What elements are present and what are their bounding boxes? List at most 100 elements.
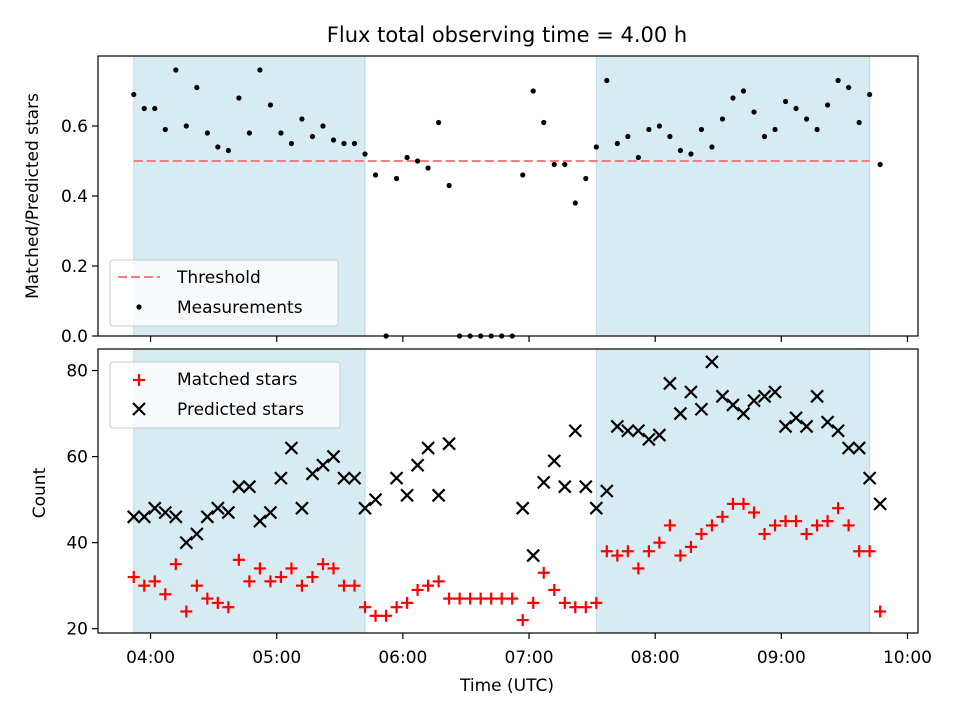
matched-stars-point	[537, 566, 550, 579]
measurement-point	[751, 109, 757, 115]
measurement-point	[446, 182, 452, 189]
y-tick-label: 40	[66, 534, 88, 554]
predicted-stars-point	[789, 411, 803, 425]
measurement-point	[656, 123, 662, 129]
legend-measurements-swatch	[136, 304, 142, 310]
matched-stars-point	[274, 571, 287, 584]
bottom-legend-box	[109, 361, 341, 429]
measurement-point	[625, 133, 631, 140]
measurement-point	[856, 119, 862, 126]
matched-stars-point	[243, 575, 256, 588]
measurement-point	[709, 144, 715, 150]
matched-stars-point	[527, 596, 540, 609]
predicted-stars-point	[810, 389, 824, 404]
matched-stars-point	[495, 592, 508, 605]
matched-stars-point	[874, 605, 887, 618]
predicted-stars-point	[736, 406, 751, 421]
matched-stars-point	[737, 497, 750, 510]
top-legend: Threshold Measurements	[109, 259, 339, 327]
measurement-point	[320, 123, 326, 129]
predicted-stars-point	[852, 441, 866, 455]
top-y-axis-label: Matched/Predicted stars	[23, 93, 43, 299]
predicted-stars-point	[600, 484, 614, 498]
bottom-y-axis-label: Count	[30, 467, 50, 518]
matched-stars-point	[180, 605, 193, 618]
matched-stars-point	[443, 592, 456, 605]
measurement-point	[867, 91, 873, 98]
matched-stars-point	[148, 575, 161, 588]
predicted-stars-point	[389, 471, 404, 485]
measurement-point	[530, 88, 536, 94]
measurement-point	[835, 77, 841, 84]
predicted-stars-point	[757, 389, 772, 404]
matched-stars-point	[590, 596, 603, 609]
predicted-stars-point	[126, 510, 141, 524]
predicted-stars-point	[274, 471, 288, 485]
measurement-point	[246, 130, 252, 136]
predicted-stars-point	[190, 527, 204, 541]
predicted-stars-point	[862, 471, 877, 485]
matched-stars-point	[705, 519, 718, 532]
matched-stars-point	[464, 592, 477, 605]
measurement-point	[436, 119, 442, 126]
measurement-point	[330, 137, 337, 143]
predicted-stars-point	[684, 385, 698, 399]
measurement-point	[614, 140, 620, 147]
matched-stars-point	[684, 540, 697, 553]
matched-stars-point	[569, 601, 582, 614]
predicted-stars-point	[536, 475, 551, 490]
matched-stars-point	[453, 592, 466, 605]
predicted-stars-point	[305, 467, 320, 481]
measurement-point	[677, 147, 684, 154]
measurement-point	[236, 95, 242, 101]
x-tick-label: 05:00	[252, 648, 301, 668]
measurement-point	[740, 88, 747, 94]
y-tick-label: 20	[66, 620, 88, 640]
legend-matched-label: Matched stars	[177, 370, 297, 390]
measurement-point	[351, 140, 358, 147]
matched-stars-point	[726, 497, 739, 510]
matched-stars-point	[821, 515, 834, 528]
predicted-stars-point	[579, 479, 593, 494]
measurement-point	[520, 172, 526, 178]
predicted-stars-point	[547, 454, 562, 468]
measurement-point	[393, 175, 400, 182]
bottom-plot-frame	[97, 348, 919, 634]
measurement-point	[646, 126, 652, 133]
measurement-point	[635, 154, 641, 161]
measurement-point	[688, 151, 694, 157]
measurement-point	[551, 161, 557, 168]
measurement-point	[572, 200, 578, 206]
predicted-stars-point	[421, 441, 435, 455]
legend-matched-swatch	[133, 374, 145, 386]
measurement-point	[414, 158, 421, 164]
predicted-stars-point	[873, 497, 887, 511]
matched-stars-point	[811, 519, 824, 532]
predicted-stars-point	[347, 471, 362, 485]
measurement-point	[719, 116, 726, 122]
matched-stars-point	[159, 588, 172, 601]
measurement-point	[562, 161, 568, 168]
matched-stars-point	[232, 553, 245, 566]
predicted-stars-point	[831, 423, 845, 438]
predicted-stars-point	[799, 419, 814, 434]
matched-stars-point	[800, 528, 813, 541]
matched-stars-point	[758, 528, 771, 541]
matched-stars-point	[169, 558, 182, 571]
top-legend-box	[109, 259, 339, 327]
matched-stars-point	[695, 528, 708, 541]
matched-stars-point	[632, 562, 645, 575]
predicted-stars-point	[673, 406, 688, 421]
predicted-stars-point	[179, 535, 194, 550]
matched-stars-point	[338, 579, 350, 592]
predicted-stars-point	[568, 423, 583, 438]
measurement-point	[730, 95, 736, 101]
matched-stars-point	[327, 562, 340, 575]
y-tick-label: 60	[66, 448, 88, 468]
predicted-stars-point	[642, 432, 656, 447]
matched-stars-point	[432, 575, 445, 588]
predicted-stars-point	[820, 415, 835, 429]
matched-stars-point	[716, 510, 729, 523]
predicted-stars-point	[316, 458, 330, 472]
bottom-legend: Matched stars Predicted stars	[109, 361, 341, 429]
